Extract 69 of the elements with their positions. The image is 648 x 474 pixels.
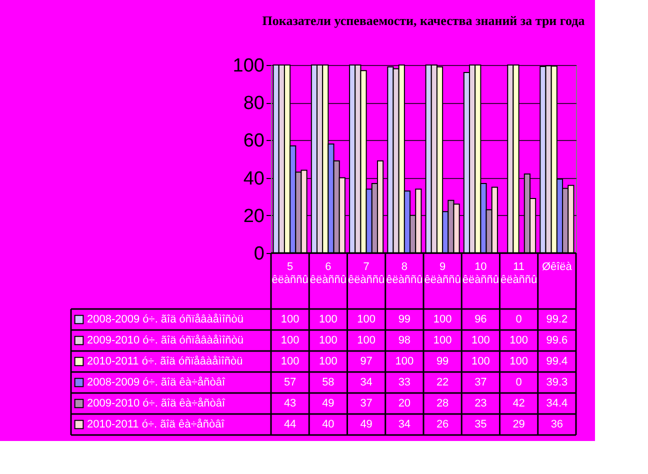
data-label: 100 <box>472 334 490 346</box>
data-label: 22 <box>436 376 449 388</box>
data-label: 34.4 <box>546 398 568 410</box>
data-label: 100 <box>357 314 376 326</box>
data-label: 28 <box>436 398 449 410</box>
data-label: 100 <box>510 356 528 368</box>
data-label: 37 <box>474 376 487 388</box>
data-label: 100 <box>433 314 452 326</box>
x-tick-label: 11 êëàññû <box>500 261 538 286</box>
x-tick-label: 9 êëàññû <box>424 261 461 286</box>
legend-label: 2009-2010 ó÷. ãîä êà÷åñòâî <box>87 398 226 410</box>
data-label: 44 <box>284 418 296 430</box>
data-label: 29 <box>512 418 525 430</box>
data-label: 20 <box>398 398 411 410</box>
data-label: 26 <box>436 418 449 430</box>
data-label: 100 <box>280 334 300 346</box>
y-tick-label: 60 <box>243 130 264 152</box>
data-label: 97 <box>360 356 372 368</box>
data-label: 100 <box>395 356 414 368</box>
data-label: 99 <box>436 356 449 368</box>
data-label: 57 <box>284 376 296 388</box>
legend-label: 2009-2010 ó÷. ãîä óñïåâàåìîñòü <box>87 334 244 346</box>
data-label: 99 <box>398 314 411 326</box>
data-label: 35 <box>474 418 487 430</box>
data-label: 40 <box>322 418 334 430</box>
y-tick-label: 0 <box>254 244 264 264</box>
legend-label: 2008-2009 ó÷. ãîä óñïåâàåìîñòü <box>87 314 244 326</box>
data-label: 49 <box>322 398 334 410</box>
data-label: 58 <box>322 376 334 388</box>
data-label: 39.3 <box>546 376 568 388</box>
data-label: 34 <box>398 418 411 430</box>
data-label: 37 <box>360 398 372 410</box>
data-label: 0 <box>516 314 522 326</box>
data-label: 100 <box>472 356 490 368</box>
data-label: 99.4 <box>546 356 568 368</box>
data-label: 100 <box>280 356 300 368</box>
data-label: 100 <box>319 334 338 346</box>
chart-title: Показатели успеваемости, качества знаний за три года <box>262 13 586 28</box>
data-label: 43 <box>284 398 296 410</box>
data-label: 100 <box>280 314 300 326</box>
legend-label: 2008-2009 ó÷. ãîä êà÷åñòâî <box>87 376 226 388</box>
x-tick-label: 10 êëàññû <box>462 261 500 286</box>
data-label: 100 <box>510 334 528 346</box>
x-tick-label: Øêîëà <box>542 261 573 273</box>
x-tick-label: 6 êëàññû <box>310 261 347 286</box>
x-tick-label: 7 êëàññû <box>348 261 385 286</box>
data-label: 100 <box>357 334 376 346</box>
data-label: 49 <box>360 418 372 430</box>
data-label: 0 <box>516 376 522 388</box>
data-label: 96 <box>474 314 487 326</box>
data-label: 34 <box>360 376 372 388</box>
y-tick-label: 100 <box>232 56 264 76</box>
data-label: 99.2 <box>546 314 568 326</box>
x-tick-label: 8 êëàññû <box>386 261 423 286</box>
data-label: 100 <box>433 334 452 346</box>
legend-label: 2010-2011 ó÷. ãîä óñïåâàåìîñòü <box>87 356 243 368</box>
data-label: 100 <box>319 314 338 326</box>
y-tick-label: 40 <box>243 168 264 190</box>
data-label: 42 <box>512 398 525 410</box>
y-tick-label: 20 <box>243 206 264 227</box>
data-label: 99.6 <box>546 334 568 346</box>
data-label: 36 <box>550 418 564 430</box>
legend-label: 2010-2011 ó÷. ãîä êà÷åñòâî <box>87 418 226 430</box>
data-label: 23 <box>474 398 487 410</box>
data-label: 33 <box>398 376 411 388</box>
data-label: 98 <box>398 334 411 346</box>
x-tick-label: 5 êëàññû <box>272 261 308 286</box>
data-label: 100 <box>319 356 338 368</box>
y-tick-label: 80 <box>243 93 264 114</box>
